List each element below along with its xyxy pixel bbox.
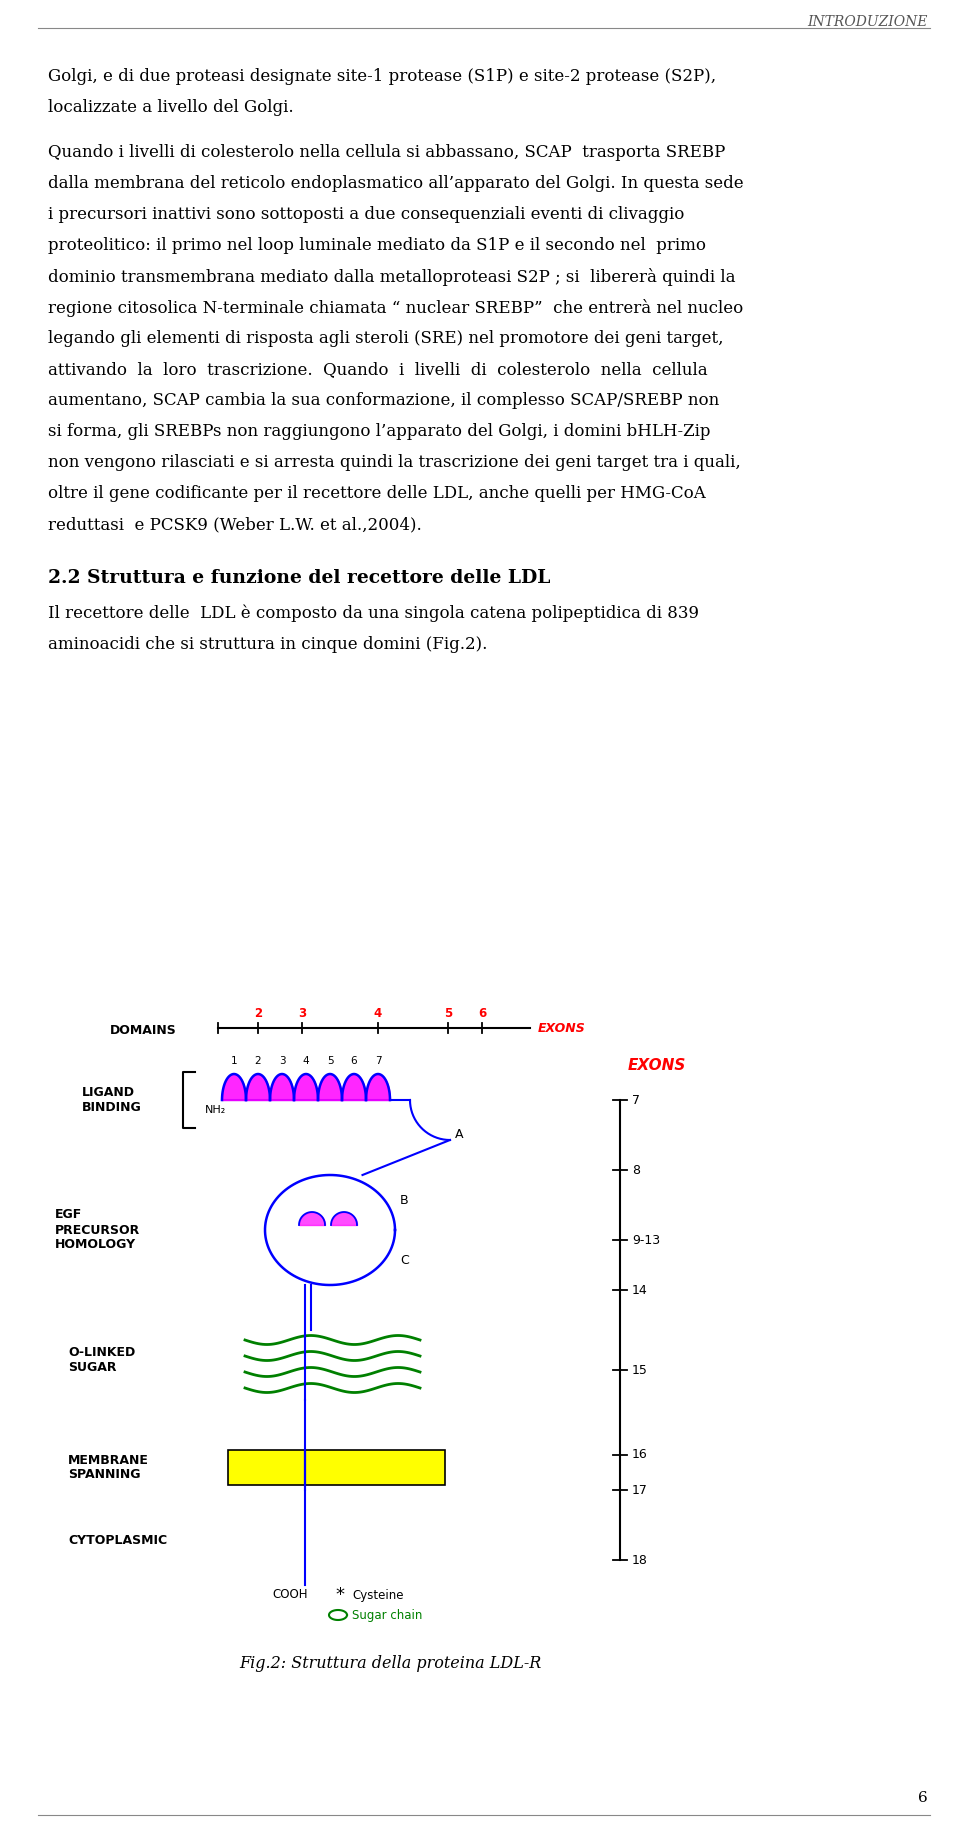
Text: MEMBRANE
SPANNING: MEMBRANE SPANNING bbox=[68, 1453, 149, 1482]
Text: EXONS: EXONS bbox=[628, 1057, 686, 1072]
Text: 14: 14 bbox=[632, 1283, 648, 1296]
Text: 2.2 Struttura e funzione del recettore delle LDL: 2.2 Struttura e funzione del recettore d… bbox=[48, 569, 550, 587]
Text: non vengono rilasciati e si arresta quindi la trascrizione dei geni target tra i: non vengono rilasciati e si arresta quin… bbox=[48, 454, 741, 470]
Text: C: C bbox=[400, 1254, 409, 1267]
Text: 8: 8 bbox=[632, 1163, 640, 1176]
Text: 5: 5 bbox=[444, 1006, 452, 1021]
Text: Quando i livelli di colesterolo nella cellula si abbassano, SCAP  trasporta SREB: Quando i livelli di colesterolo nella ce… bbox=[48, 144, 726, 160]
Text: legando gli elementi di risposta agli steroli (SRE) nel promotore dei geni targe: legando gli elementi di risposta agli st… bbox=[48, 330, 724, 346]
Text: aminoacidi che si struttura in cinque domini (Fig.2).: aminoacidi che si struttura in cinque do… bbox=[48, 636, 488, 653]
Text: 7: 7 bbox=[632, 1094, 640, 1107]
Text: *: * bbox=[335, 1586, 345, 1604]
Text: Golgi, e di due proteasi designate site-1 protease (S1P) e site-2 protease (S2P): Golgi, e di due proteasi designate site-… bbox=[48, 67, 716, 86]
Text: 17: 17 bbox=[632, 1484, 648, 1497]
Text: 16: 16 bbox=[632, 1449, 648, 1462]
Text: Il recettore delle  LDL è composto da una singola catena polipeptidica di 839: Il recettore delle LDL è composto da una… bbox=[48, 605, 699, 622]
Text: 18: 18 bbox=[632, 1553, 648, 1566]
Text: B: B bbox=[400, 1194, 409, 1207]
Text: COOH: COOH bbox=[273, 1588, 308, 1601]
Text: O-LINKED
SUGAR: O-LINKED SUGAR bbox=[68, 1345, 135, 1375]
Text: i precursori inattivi sono sottoposti a due consequenziali eventi di clivaggio: i precursori inattivi sono sottoposti a … bbox=[48, 206, 684, 222]
Text: 2: 2 bbox=[254, 1056, 261, 1066]
Text: 9-13: 9-13 bbox=[632, 1234, 660, 1247]
Text: 15: 15 bbox=[632, 1364, 648, 1376]
Text: 5: 5 bbox=[326, 1056, 333, 1066]
Text: CYTOPLASMIC: CYTOPLASMIC bbox=[68, 1533, 167, 1546]
Text: INTRODUZIONE: INTRODUZIONE bbox=[807, 15, 928, 29]
Text: 1: 1 bbox=[230, 1056, 237, 1066]
Bar bbox=[228, 1449, 445, 1486]
Text: 3: 3 bbox=[278, 1056, 285, 1066]
Text: Fig.2: Struttura della proteina LDL-R: Fig.2: Struttura della proteina LDL-R bbox=[239, 1655, 541, 1672]
Text: aumentano, SCAP cambia la sua conformazione, il complesso SCAP/SREBP non: aumentano, SCAP cambia la sua conformazi… bbox=[48, 392, 719, 408]
Text: A: A bbox=[455, 1128, 464, 1141]
Text: 6: 6 bbox=[350, 1056, 357, 1066]
Text: si forma, gli SREBPs non raggiungono l’apparato del Golgi, i domini bHLH-Zip: si forma, gli SREBPs non raggiungono l’a… bbox=[48, 423, 710, 439]
Text: 6: 6 bbox=[919, 1790, 928, 1805]
Text: 7: 7 bbox=[374, 1056, 381, 1066]
Text: reduttasi  e PCSK9 (Weber L.W. et al.,2004).: reduttasi e PCSK9 (Weber L.W. et al.,200… bbox=[48, 516, 421, 532]
Text: localizzate a livello del Golgi.: localizzate a livello del Golgi. bbox=[48, 98, 294, 117]
Text: regione citosolica N-terminale chiamata “ nuclear SREBP”  che entrerà nel nucleo: regione citosolica N-terminale chiamata … bbox=[48, 299, 743, 317]
Text: proteolitico: il primo nel loop luminale mediato da S1P e il secondo nel  primo: proteolitico: il primo nel loop luminale… bbox=[48, 237, 706, 253]
Text: oltre il gene codificante per il recettore delle LDL, anche quelli per HMG-CoA: oltre il gene codificante per il recetto… bbox=[48, 485, 706, 501]
Text: dominio transmembrana mediato dalla metalloproteasi S2P ; si  libererà quindi la: dominio transmembrana mediato dalla meta… bbox=[48, 268, 735, 286]
Text: EGF
PRECURSOR
HOMOLOGY: EGF PRECURSOR HOMOLOGY bbox=[55, 1209, 140, 1252]
Text: LIGAND
BINDING: LIGAND BINDING bbox=[82, 1087, 142, 1114]
Text: 3: 3 bbox=[298, 1006, 306, 1021]
Text: 4: 4 bbox=[373, 1006, 382, 1021]
Text: 6: 6 bbox=[478, 1006, 486, 1021]
Text: 4: 4 bbox=[302, 1056, 309, 1066]
Text: EXONS: EXONS bbox=[538, 1021, 586, 1034]
Text: NH₂: NH₂ bbox=[205, 1105, 227, 1116]
Text: attivando  la  loro  trascrizione.  Quando  i  livelli  di  colesterolo  nella  : attivando la loro trascrizione. Quando i… bbox=[48, 361, 708, 377]
Text: DOMAINS: DOMAINS bbox=[110, 1023, 177, 1037]
Text: Cysteine: Cysteine bbox=[352, 1588, 403, 1601]
Text: Sugar chain: Sugar chain bbox=[352, 1608, 422, 1621]
Text: 2: 2 bbox=[254, 1006, 262, 1021]
Text: dalla membrana del reticolo endoplasmatico all’apparato del Golgi. In questa sed: dalla membrana del reticolo endoplasmati… bbox=[48, 175, 744, 191]
